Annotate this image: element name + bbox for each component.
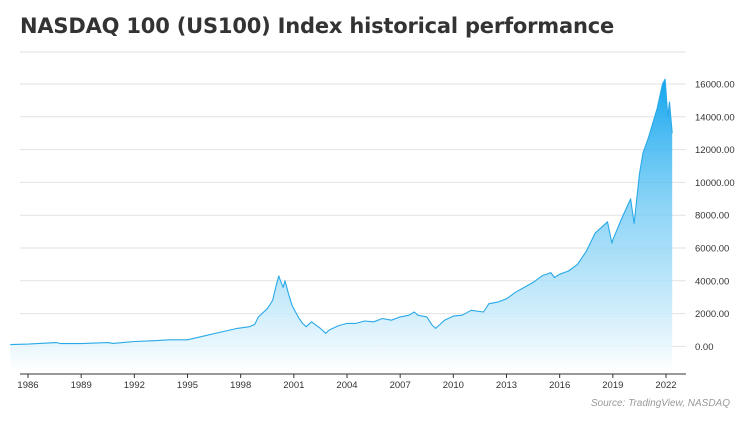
x-tick-label: 1989 (71, 380, 92, 391)
x-tick-label: 2016 (549, 380, 570, 391)
series-area-layer (10, 78, 673, 372)
y-tick-label: 12000.00 (695, 145, 735, 156)
y-axis-labels: 0.00 2000.00 4000.00 6000.00 8000.00 10000.00… (695, 80, 735, 353)
chart-title: NASDAQ 100 (US100) Index historical perf… (20, 14, 615, 38)
x-axis (20, 373, 686, 378)
series-line (10, 78, 673, 346)
x-axis-labels: 1986 1989 1992 1995 1998 2001 2004 2007 2010 2013… (17, 380, 676, 391)
x-tick-label: 2019 (602, 380, 623, 391)
y-tick-label: 6000.00 (695, 244, 729, 255)
y-tick-label: 8000.00 (695, 211, 729, 222)
y-tick-label: 16000.00 (695, 80, 735, 91)
x-tick-label: 2001 (283, 380, 304, 391)
source-note: Source: TradingView, NASDAQ (590, 398, 730, 409)
y-tick-label: 2000.00 (695, 309, 729, 320)
y-tick-label: 0.00 (695, 342, 714, 353)
y-tick-label: 14000.00 (695, 112, 735, 123)
x-tick-label: 2004 (336, 380, 357, 391)
y-tick-label: 4000.00 (695, 276, 729, 287)
x-tick-label: 2013 (496, 380, 517, 391)
x-tick-label: 1992 (124, 380, 145, 391)
x-tick-label: 1986 (17, 380, 38, 391)
y-tick-label: 10000.00 (695, 178, 735, 189)
x-tick-label: 2022 (655, 380, 676, 391)
x-tick-label: 1995 (177, 380, 198, 391)
series-area (10, 79, 673, 372)
x-tick-label: 1998 (230, 380, 251, 391)
x-tick-label: 2007 (390, 380, 411, 391)
x-tick-label: 2010 (443, 380, 464, 391)
